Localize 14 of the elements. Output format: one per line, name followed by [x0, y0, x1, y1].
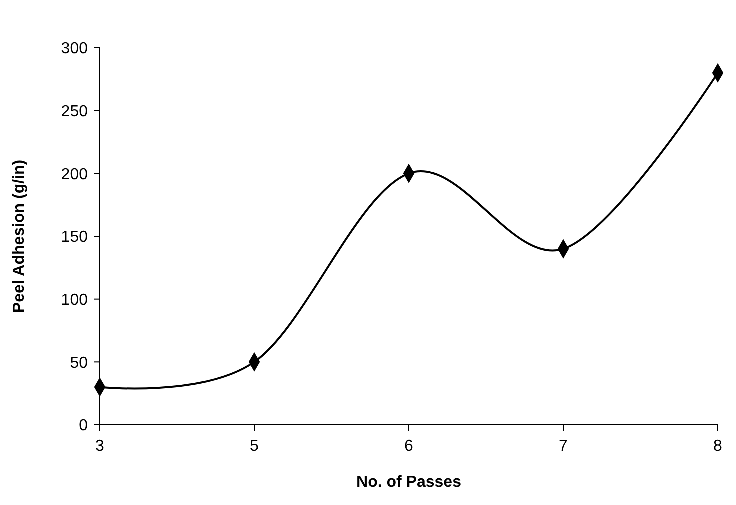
- x-tick-label: 6: [404, 438, 414, 455]
- y-tick-label: 250: [61, 103, 88, 120]
- y-tick-label: 100: [61, 292, 88, 309]
- y-tick-label: 50: [70, 354, 88, 372]
- x-tick-label: 5: [250, 438, 260, 455]
- x-tick-label: 7: [559, 438, 568, 455]
- x-axis-title: No. of Passes: [356, 474, 462, 491]
- y-tick-label: 300: [61, 40, 88, 58]
- y-tick-label: 0: [79, 418, 88, 435]
- y-axis-title: Peel Adhesion (g/in): [11, 160, 28, 314]
- y-tick-label: 150: [61, 229, 88, 246]
- y-tick-label: 200: [61, 166, 88, 184]
- x-tick-label: 8: [714, 438, 723, 455]
- x-tick-label: 3: [96, 438, 105, 455]
